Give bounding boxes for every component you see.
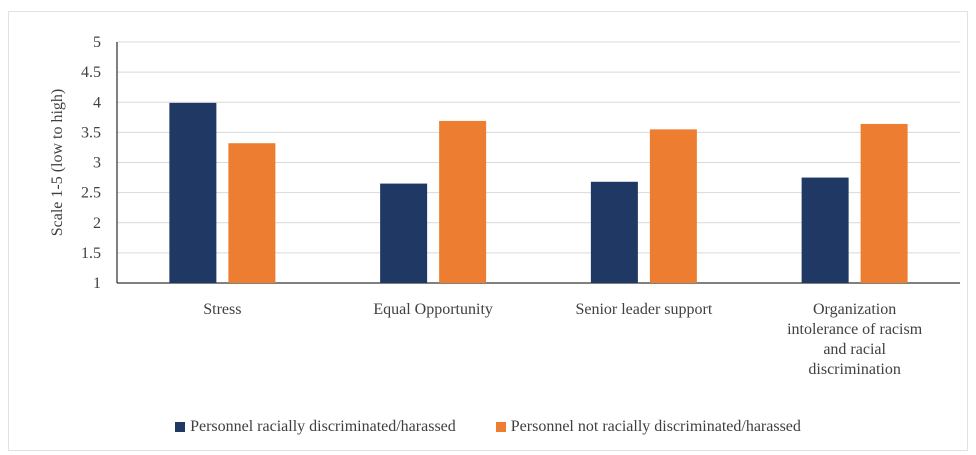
legend-swatch-not-discriminated bbox=[495, 422, 506, 432]
bar-not-discriminated bbox=[649, 129, 697, 283]
bar-discriminated bbox=[590, 181, 638, 283]
category-label: discrimination bbox=[808, 361, 900, 378]
y-tick-label: 1.5 bbox=[81, 245, 101, 262]
y-tick-label: 5 bbox=[93, 34, 101, 51]
legend: Personnel racially discriminated/harasse… bbox=[0, 418, 976, 436]
bar-discriminated bbox=[169, 102, 217, 283]
category-label: Equal Opportunity bbox=[373, 301, 493, 318]
chart-frame bbox=[8, 11, 968, 451]
bar-not-discriminated bbox=[439, 120, 487, 284]
category-label: intolerance of racism bbox=[787, 321, 923, 338]
y-tick-label: 2 bbox=[93, 215, 101, 232]
y-tick-label: 1 bbox=[93, 275, 101, 292]
bar-discriminated bbox=[801, 177, 849, 283]
category-label: Senior leader support bbox=[575, 301, 712, 318]
bar-not-discriminated bbox=[860, 123, 908, 283]
legend-label-not-discriminated: Personnel not racially discriminated/har… bbox=[510, 418, 801, 435]
y-tick-label: 4.5 bbox=[81, 64, 101, 81]
category-label: and racial bbox=[823, 341, 886, 358]
y-tick-label: 3.5 bbox=[81, 124, 101, 141]
y-tick-label: 3 bbox=[93, 155, 101, 172]
bar-discriminated bbox=[380, 183, 428, 283]
legend-label-discriminated: Personnel racially discriminated/harasse… bbox=[190, 418, 456, 435]
legend-swatch-discriminated bbox=[175, 422, 186, 432]
y-tick-label: 4 bbox=[93, 94, 101, 111]
legend-item-discriminated: Personnel racially discriminated/harasse… bbox=[175, 418, 456, 436]
category-label: Organization bbox=[813, 301, 896, 318]
category-label: Stress bbox=[203, 301, 241, 318]
y-tick-label: 2.5 bbox=[81, 185, 101, 202]
legend-item-not-discriminated: Personnel not racially discriminated/har… bbox=[495, 418, 801, 436]
y-axis-label: Scale 1-5 (low to high) bbox=[49, 89, 66, 237]
bar-not-discriminated bbox=[228, 143, 276, 283]
